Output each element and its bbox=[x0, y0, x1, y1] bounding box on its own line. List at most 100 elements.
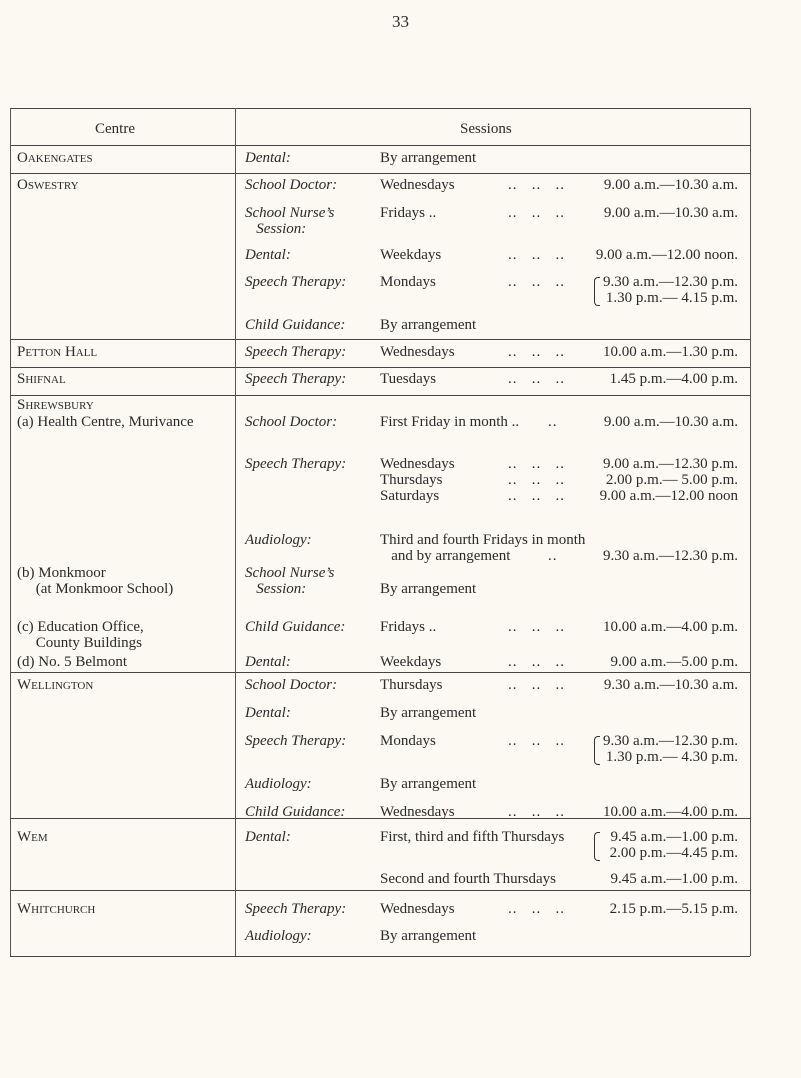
dot-leader: .. .. .. bbox=[508, 371, 565, 387]
column-header-sessions: Sessions bbox=[460, 121, 512, 137]
column-header-centre: Centre bbox=[95, 121, 135, 137]
session-time: 2.00 p.m.—4.45 p.m. bbox=[609, 845, 738, 861]
session-day: By arrangement bbox=[380, 705, 477, 721]
session-day: By arrangement bbox=[380, 776, 477, 792]
dot-leader: .. .. .. bbox=[508, 733, 565, 749]
centre-name: (c) Education Office, bbox=[17, 619, 144, 635]
brace-icon bbox=[594, 277, 600, 306]
session-day: Fridays .. bbox=[380, 619, 437, 635]
horizontal-rule bbox=[10, 108, 750, 109]
centre-name: County Buildings bbox=[17, 635, 143, 651]
session-time: 1.30 p.m.— 4.15 p.m. bbox=[605, 290, 738, 306]
dot-leader: .. .. .. bbox=[508, 205, 565, 221]
session-time: 2.15 p.m.—5.15 p.m. bbox=[609, 901, 738, 917]
horizontal-rule bbox=[10, 956, 750, 957]
service-label: School Doctor: bbox=[245, 414, 338, 430]
session-day: By arrangement bbox=[380, 150, 477, 166]
session-day: First Friday in month .. bbox=[380, 414, 520, 430]
service-label: Dental: bbox=[245, 829, 291, 845]
dot-leader: .. .. .. bbox=[508, 619, 565, 635]
dot-leader: .. .. .. bbox=[508, 901, 565, 917]
session-day: Fridays .. bbox=[380, 205, 437, 221]
dot-leader: .. .. .. bbox=[508, 472, 565, 488]
session-day: Wednesdays bbox=[380, 901, 455, 917]
centre-name: Wellington bbox=[17, 677, 94, 693]
vertical-rule bbox=[10, 108, 11, 956]
session-day: Weekdays bbox=[380, 247, 442, 263]
session-time: 10.00 a.m.—1.30 p.m. bbox=[603, 344, 738, 360]
centre-name: (b) Monkmoor bbox=[17, 565, 106, 581]
session-time: 9.30 a.m.—12.30 p.m. bbox=[603, 733, 738, 749]
dot-leader: .. bbox=[548, 414, 558, 430]
session-day: Wednesdays bbox=[380, 344, 455, 360]
dot-leader: .. bbox=[548, 548, 558, 564]
horizontal-rule bbox=[10, 818, 750, 819]
session-day: Mondays bbox=[380, 274, 436, 290]
service-label: Speech Therapy: bbox=[245, 733, 347, 749]
session-day: Wednesdays bbox=[380, 804, 455, 820]
session-time: 10.00 a.m.—4.00 p.m. bbox=[603, 804, 738, 820]
centre-name: Oswestry bbox=[17, 177, 79, 193]
session-day: Wednesdays bbox=[380, 456, 455, 472]
service-label: School Nurse’s bbox=[245, 205, 335, 221]
session-day: Wednesdays bbox=[380, 177, 455, 193]
service-label: Child Guidance: bbox=[245, 804, 346, 820]
session-time: 9.30 a.m.—12.30 p.m. bbox=[603, 548, 738, 564]
horizontal-rule bbox=[10, 672, 750, 673]
service-label: Audiology: bbox=[245, 776, 312, 792]
session-time: 9.30 a.m.—12.30 p.m. bbox=[603, 274, 738, 290]
horizontal-rule bbox=[10, 173, 750, 174]
service-label: Dental: bbox=[245, 150, 291, 166]
session-time: 9.00 a.m.—12.00 noon bbox=[599, 488, 738, 504]
service-label: Speech Therapy: bbox=[245, 456, 347, 472]
service-label: Session: bbox=[245, 581, 307, 597]
service-label: School Nurse’s bbox=[245, 565, 335, 581]
brace-icon bbox=[594, 736, 600, 765]
session-time: 10.00 a.m.—4.00 p.m. bbox=[603, 619, 738, 635]
dot-leader: .. .. .. bbox=[508, 804, 565, 820]
service-label: Audiology: bbox=[245, 532, 312, 548]
session-time: 1.45 p.m.—4.00 p.m. bbox=[609, 371, 738, 387]
dot-leader: .. .. .. bbox=[508, 488, 565, 504]
dot-leader: .. .. .. bbox=[508, 274, 565, 290]
horizontal-rule bbox=[10, 890, 750, 891]
centre-name: Petton Hall bbox=[17, 344, 98, 360]
dot-leader: .. .. .. bbox=[508, 677, 565, 693]
session-day: Thursdays bbox=[380, 472, 443, 488]
service-label: School Doctor: bbox=[245, 177, 338, 193]
session-time: 9.00 a.m.—10.30 a.m. bbox=[603, 177, 738, 193]
service-label: Speech Therapy: bbox=[245, 344, 347, 360]
centre-name: (at Monkmoor School) bbox=[17, 581, 174, 597]
session-time: 9.45 a.m.—1.00 p.m. bbox=[610, 829, 739, 845]
vertical-rule bbox=[235, 108, 236, 956]
service-label: Speech Therapy: bbox=[245, 274, 347, 290]
centre-name: (a) Health Centre, Murivance bbox=[17, 414, 194, 430]
session-day: By arrangement bbox=[380, 317, 477, 333]
session-day: Second and fourth Thursdays bbox=[380, 871, 556, 887]
session-day: First, third and fifth Thursdays bbox=[380, 829, 565, 845]
session-time: 9.00 a.m.—5.00 p.m. bbox=[610, 654, 739, 670]
centre-name: Shifnal bbox=[17, 371, 66, 387]
session-day: By arrangement bbox=[380, 928, 477, 944]
session-time: 2.00 p.m.— 5.00 p.m. bbox=[605, 472, 738, 488]
service-label: School Doctor: bbox=[245, 677, 338, 693]
dot-leader: .. .. .. bbox=[508, 456, 565, 472]
centre-name: Oakengates bbox=[17, 150, 93, 166]
vertical-rule bbox=[750, 108, 751, 956]
session-day: Saturdays bbox=[380, 488, 440, 504]
session-day: Mondays bbox=[380, 733, 436, 749]
service-label: Child Guidance: bbox=[245, 619, 346, 635]
service-label: Speech Therapy: bbox=[245, 371, 347, 387]
brace-icon bbox=[594, 832, 600, 861]
dot-leader: .. .. .. bbox=[508, 344, 565, 360]
horizontal-rule bbox=[10, 145, 750, 146]
service-label: Dental: bbox=[245, 705, 291, 721]
session-day: and by arrangement bbox=[380, 548, 511, 564]
service-label: Dental: bbox=[245, 654, 291, 670]
session-day: Weekdays bbox=[380, 654, 442, 670]
centre-name: (d) No. 5 Belmont bbox=[17, 654, 127, 670]
session-time: 9.00 a.m.—12.00 noon. bbox=[595, 247, 738, 263]
session-time: 9.30 a.m.—10.30 a.m. bbox=[603, 677, 738, 693]
horizontal-rule bbox=[10, 367, 750, 368]
horizontal-rule bbox=[10, 339, 750, 340]
